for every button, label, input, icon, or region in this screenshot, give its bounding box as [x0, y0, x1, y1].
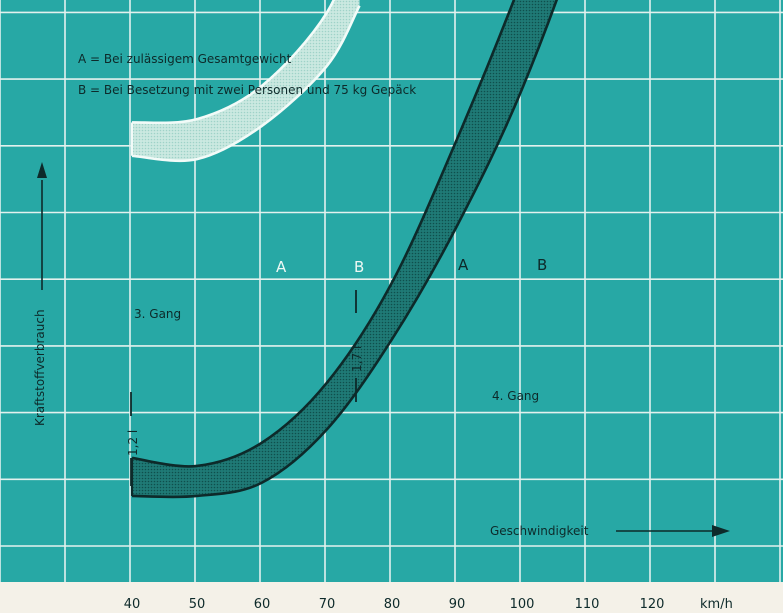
x-axis-arrow-icon: [712, 525, 730, 537]
gear-4-spread-label: 1,2 l: [126, 430, 140, 456]
gear-3-curve-a: [131, 0, 336, 125]
x-axis-label-group: Geschwindigkeit: [490, 524, 730, 538]
x-axis-label: Geschwindigkeit: [490, 524, 589, 538]
consumption-bands: [131, 0, 558, 499]
x-tick-label: 70: [319, 597, 336, 612]
x-axis-unit: km/h: [700, 597, 733, 612]
gear-4-curve-a: [131, 0, 516, 468]
gear-4-band-fill: [132, 0, 557, 497]
x-tick-label: 90: [449, 597, 466, 612]
x-tick-label: 80: [384, 597, 401, 612]
y-axis-arrow-icon: [37, 162, 47, 178]
gear-3-band-fill: [132, 0, 360, 161]
x-tick-label: 60: [254, 597, 271, 612]
gear-3-label-a: A: [276, 258, 287, 276]
legend-b-text: B = Bei Besetzung mit zwei Personen und …: [78, 83, 416, 97]
gear-3-curve-b: [131, 5, 361, 163]
gear-4-label-b: B: [537, 256, 547, 274]
x-tick-label: 120: [640, 597, 665, 612]
gear-4-label-a: A: [458, 256, 469, 274]
gear-4-curve-b: [131, 0, 558, 499]
gear-3-label: 3. Gang: [134, 307, 181, 321]
x-axis-ticks: 40 50 60 70 80 90 100 110 120: [124, 597, 665, 612]
gear-4-label: 4. Gang: [492, 389, 539, 403]
gear-4-annotations: 4. Gang A B 1,2 l: [126, 256, 547, 486]
legend-a-text: A = Bei zulässigem Gesamtgewicht: [78, 52, 292, 66]
gear-3-label-b: B: [354, 258, 364, 276]
gear-3-annotations: 3. Gang A B 1,7 l: [134, 258, 364, 402]
x-tick-label: 40: [124, 597, 141, 612]
legend: A = Bei zulässigem Gesamtgewicht B = Bei…: [78, 52, 416, 97]
x-tick-label: 50: [189, 597, 206, 612]
gear-3-spread-label: 1,7 l: [350, 346, 364, 372]
y-axis-label: Kraftstoffverbrauch: [33, 309, 47, 426]
y-axis-label-group: Kraftstoffverbrauch: [33, 162, 47, 426]
x-tick-label: 100: [510, 597, 535, 612]
x-tick-label: 110: [575, 597, 600, 612]
